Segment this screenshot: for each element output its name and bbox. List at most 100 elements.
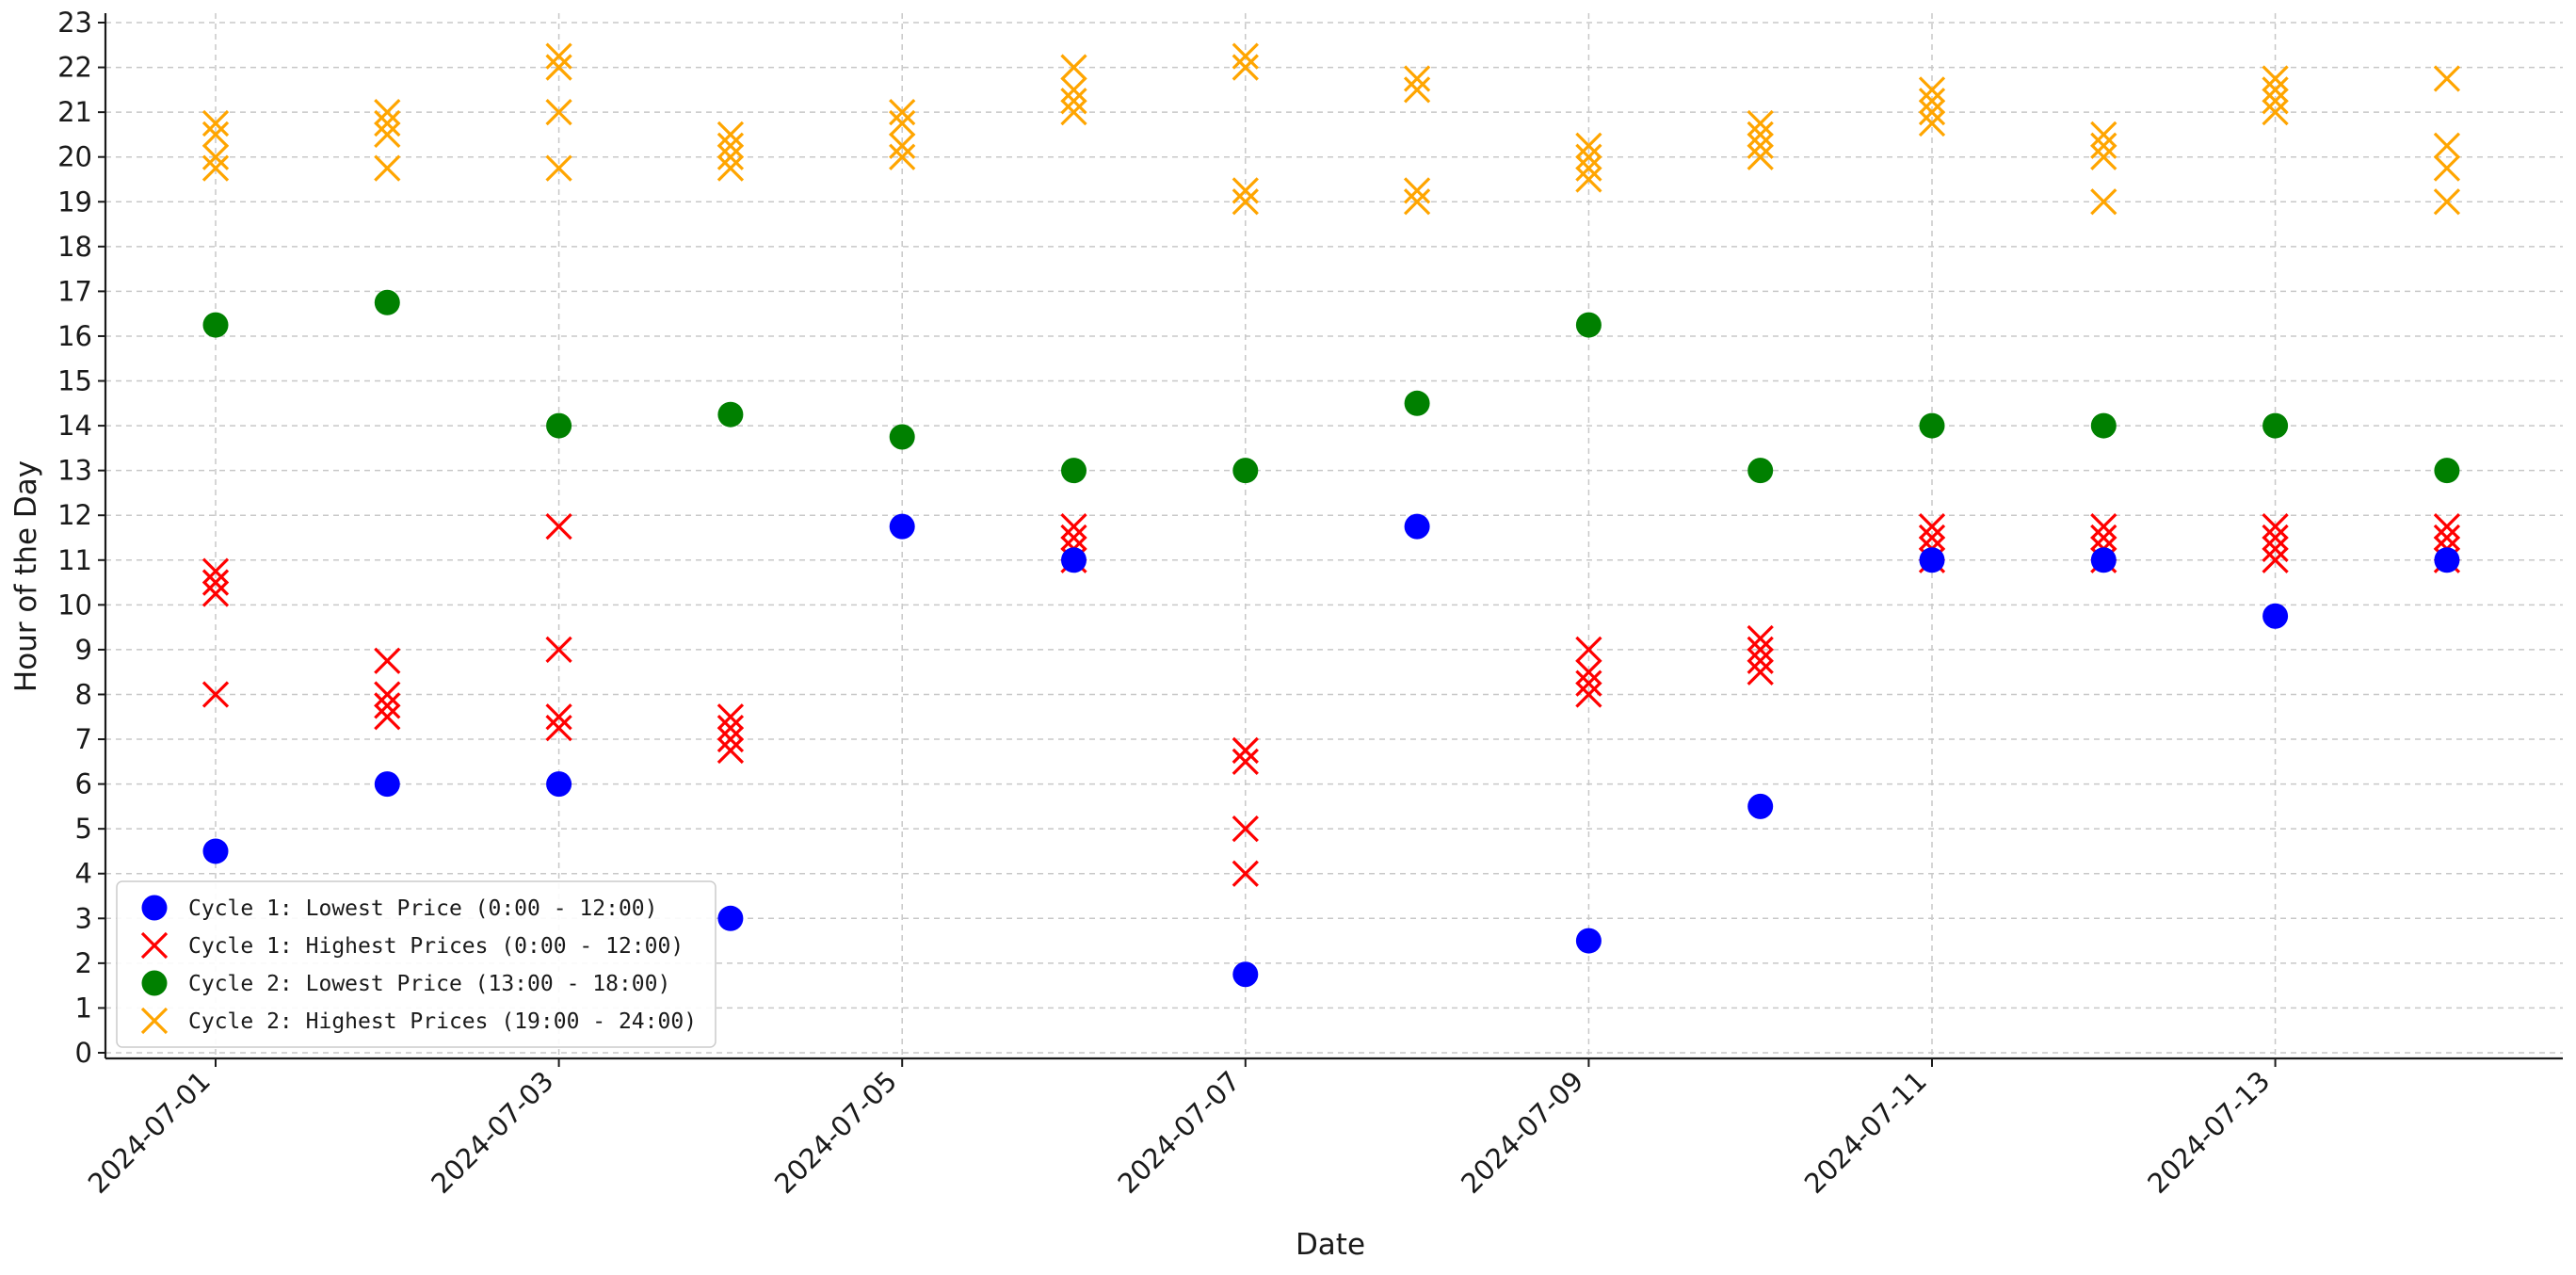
series-2 [201, 512, 2461, 887]
data-point [1403, 76, 1431, 104]
data-point [1232, 748, 1259, 775]
x-axis-title: Date [1296, 1228, 1365, 1262]
data-point [201, 569, 230, 596]
data-point [1747, 658, 1774, 686]
data-point [1575, 670, 1602, 697]
data-point [2262, 412, 2289, 439]
y-tick-label: 2 [75, 947, 92, 979]
data-point [1232, 961, 1259, 988]
data-point [1747, 647, 1774, 674]
data-point [1747, 143, 1774, 170]
data-point [545, 703, 572, 731]
data-point [2262, 65, 2289, 92]
y-tick-label: 7 [75, 723, 92, 755]
x-tick-label: 2024-07-01 [82, 1065, 217, 1200]
data-point [889, 132, 916, 159]
data-point [374, 647, 401, 674]
data-point [1747, 458, 1774, 484]
y-tick-label: 15 [57, 365, 92, 397]
data-point [1575, 166, 1602, 193]
data-point [2262, 88, 2289, 115]
data-point [1403, 177, 1431, 204]
data-point [2433, 188, 2461, 216]
x-tick-label: 2024-07-13 [2141, 1065, 2276, 1200]
x-tick-label: 2024-07-09 [1455, 1065, 1589, 1200]
y-tick-label: 4 [75, 858, 92, 890]
data-point [716, 736, 745, 765]
y-tick-label: 11 [57, 544, 92, 576]
data-point [1060, 98, 1087, 126]
y-tick-label: 18 [57, 231, 92, 263]
data-point [717, 905, 744, 931]
data-point [1403, 65, 1431, 92]
data-point [1404, 513, 1430, 540]
series-3 [202, 289, 2460, 484]
data-point [1232, 815, 1259, 843]
y-tick-label: 8 [75, 678, 92, 710]
data-point [889, 513, 915, 540]
data-point [1060, 76, 1087, 104]
data-point [1747, 636, 1774, 664]
data-point [889, 424, 915, 450]
data-point [2433, 524, 2461, 552]
data-point [716, 121, 745, 149]
data-point [2262, 512, 2289, 541]
legend-item: Cycle 2: Lowest Price (13:00 - 18:00) [141, 970, 670, 996]
legend-label: Cycle 1: Highest Prices (0:00 - 12:00) [188, 934, 684, 959]
data-point [716, 132, 745, 159]
y-tick-label: 20 [57, 141, 92, 173]
data-point [2090, 412, 2117, 439]
data-point [1575, 312, 1602, 338]
y-tick-label: 6 [75, 768, 92, 800]
data-point [1575, 636, 1602, 664]
data-point [1918, 512, 1946, 541]
data-point [1575, 658, 1602, 686]
legend-label: Cycle 2: Highest Prices (19:00 - 24:00) [188, 1009, 697, 1034]
data-point [2434, 547, 2460, 573]
data-point [1747, 132, 1774, 159]
data-point [716, 143, 745, 170]
data-point [1232, 188, 1259, 216]
data-point [1575, 154, 1602, 182]
series-4 [201, 42, 2461, 216]
data-point [374, 771, 400, 798]
y-tick-label: 12 [57, 499, 92, 531]
data-point [2090, 512, 2117, 541]
y-tick-label: 19 [57, 186, 92, 218]
legend-item: Cycle 1: Highest Prices (0:00 - 12:00) [140, 931, 684, 960]
data-point [2090, 188, 2117, 216]
y-tick-label: 13 [57, 455, 92, 487]
data-point [2262, 603, 2289, 629]
data-point [201, 681, 230, 708]
data-point [1232, 42, 1259, 70]
data-point [374, 109, 401, 137]
data-point [1232, 458, 1259, 484]
data-point [1060, 512, 1087, 541]
y-tick-label: 9 [75, 634, 92, 666]
data-point [202, 312, 229, 338]
data-point [1232, 177, 1259, 204]
y-tick-label: 3 [75, 902, 92, 934]
y-tick-label: 0 [75, 1037, 92, 1069]
data-point [545, 98, 572, 126]
data-point [1747, 121, 1774, 149]
data-point [1575, 143, 1602, 170]
data-point [2433, 132, 2461, 159]
data-point [1747, 109, 1774, 137]
data-point [201, 557, 230, 585]
data-point [201, 580, 230, 607]
data-point [201, 109, 230, 137]
data-point [1918, 76, 1946, 104]
x-tick-label: 2024-07-07 [1112, 1065, 1247, 1200]
data-point [889, 109, 916, 137]
data-point [1747, 793, 1774, 819]
data-point [1060, 524, 1087, 552]
data-point [2090, 143, 2117, 170]
data-point [545, 636, 572, 664]
legend-marker [141, 895, 168, 921]
data-point [2262, 524, 2289, 552]
data-point [1061, 458, 1087, 484]
points-layer [201, 42, 2461, 988]
